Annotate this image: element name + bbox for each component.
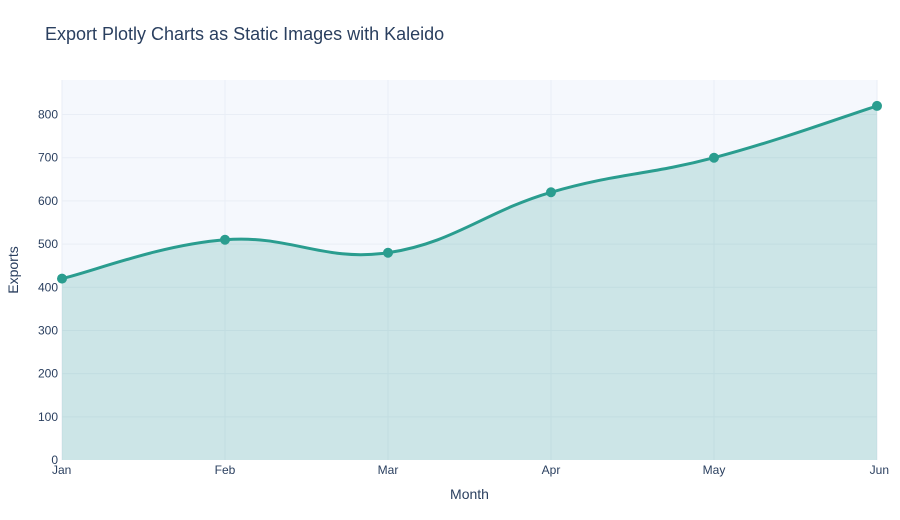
data-point-jun bbox=[872, 100, 882, 111]
y-tick-label: 0 bbox=[51, 453, 58, 467]
data-points bbox=[57, 100, 882, 284]
y-tick-label: 700 bbox=[38, 151, 58, 165]
x-tick-label: Apr bbox=[542, 463, 561, 477]
y-tick-label: 400 bbox=[38, 280, 58, 294]
y-tick-label: 800 bbox=[38, 108, 58, 122]
x-tick-label: Feb bbox=[215, 463, 236, 477]
y-axis-title: Exports bbox=[5, 246, 21, 293]
data-point-feb bbox=[220, 234, 230, 245]
x-tick-label: Mar bbox=[378, 463, 399, 477]
x-tick-label: Jun bbox=[870, 463, 889, 477]
y-tick-label: 100 bbox=[38, 410, 58, 424]
data-point-mar bbox=[383, 247, 393, 258]
x-tick-label: Jan bbox=[52, 463, 71, 477]
data-point-jan bbox=[57, 273, 67, 284]
gridlines bbox=[61, 80, 878, 460]
chart-title: Export Plotly Charts as Static Images wi… bbox=[45, 24, 444, 44]
data-point-apr bbox=[546, 187, 556, 198]
y-tick-label: 500 bbox=[38, 237, 58, 251]
series-line bbox=[61, 104, 878, 281]
y-tick-label: 300 bbox=[38, 323, 58, 337]
x-axis-title: Month bbox=[450, 486, 489, 502]
plot-area bbox=[62, 80, 877, 460]
y-tick-label: 600 bbox=[38, 194, 58, 208]
area-fill bbox=[62, 105, 877, 460]
x-tick-label: May bbox=[703, 463, 726, 477]
x-axis-ticks: Jan Feb Mar Apr May Jun bbox=[52, 463, 889, 477]
data-point-may bbox=[709, 152, 719, 163]
y-axis-ticks: 0 100 200 300 400 500 600 700 800 bbox=[38, 108, 58, 467]
y-tick-label: 200 bbox=[38, 367, 58, 381]
